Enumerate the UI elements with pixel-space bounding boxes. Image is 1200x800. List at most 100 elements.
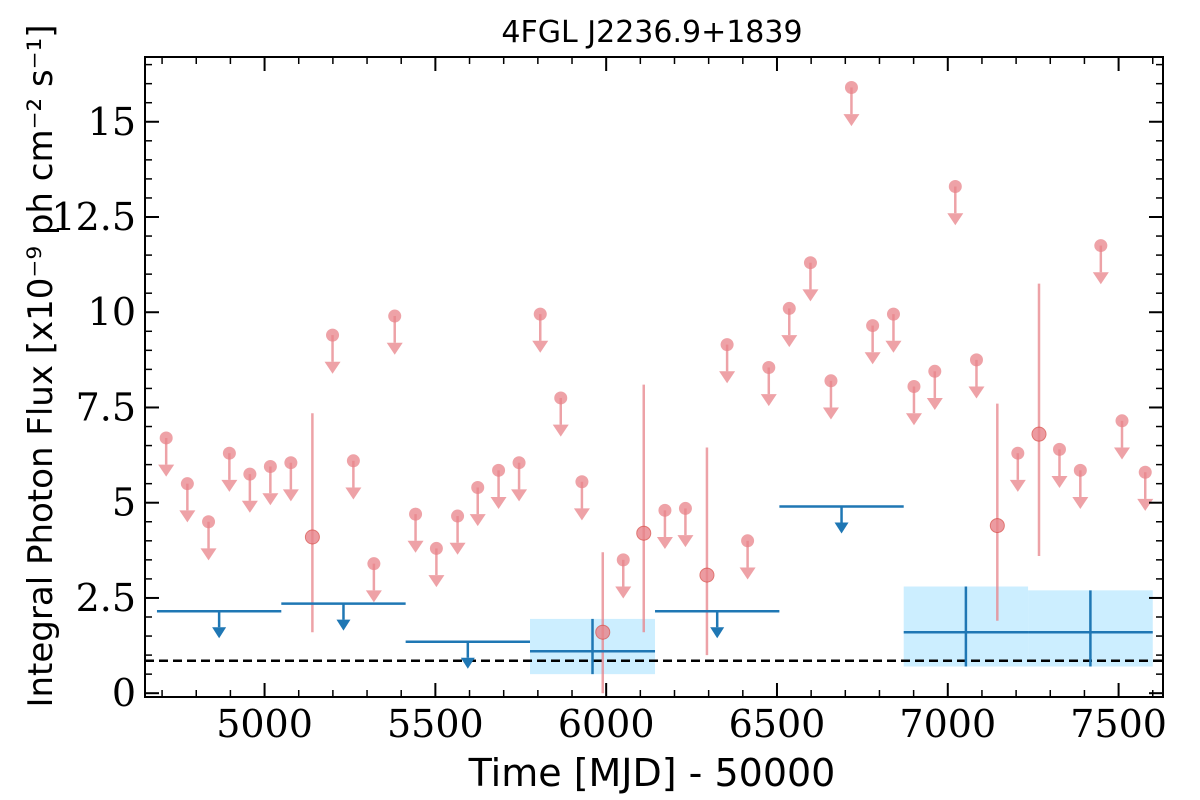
upper-limit-arrow (719, 371, 736, 384)
detection-point (595, 624, 611, 640)
x-tick-label: 6500 (729, 702, 826, 746)
upper-limit-arrow (179, 510, 196, 523)
axis-ticks (145, 57, 1163, 697)
upper-limit-point (429, 541, 443, 555)
upper-limit-point (741, 534, 755, 548)
upper-limit-point (886, 307, 900, 321)
upper-limit-arrow (158, 464, 175, 477)
upper-limit-arrow (345, 487, 362, 500)
upper-limit-point (803, 256, 817, 270)
upper-limit-arrow (864, 352, 881, 365)
upper-limit-arrow (677, 535, 694, 548)
upper-limit-arrow (428, 575, 445, 588)
coarse-upper-limit-arrow (460, 657, 475, 669)
upper-limit-arrow (843, 114, 860, 127)
upper-limit-arrow (615, 586, 632, 599)
upper-limit-arrow (1072, 497, 1089, 509)
coarse-upper-limit-arrow (212, 627, 227, 639)
upper-limit-arrow (407, 540, 424, 553)
y-axis-label: Integral Photon Flux [x10⁻⁹ ph cm⁻² s⁻¹] (21, 24, 61, 707)
upper-limit-arrow (1092, 272, 1109, 285)
y-tick-label: 0 (112, 671, 136, 715)
upper-limit-arrow (926, 397, 943, 410)
upper-limit-point (533, 307, 547, 321)
upper-limit-point (451, 509, 465, 523)
x-tick-labels: 5000 5500 6000 6500 7000 7500 (216, 702, 1167, 746)
chart-title: 4FGL J2236.9+1839 (501, 15, 802, 50)
upper-limit-arrow (760, 394, 777, 407)
upper-limit-arrow (573, 508, 590, 521)
x-axis-label: Time [MJD] - 50000 (468, 751, 836, 795)
upper-limit-point (1011, 446, 1025, 460)
y-tick-label: 5 (112, 481, 136, 525)
coarse-bin-series (156, 505, 1153, 675)
upper-limit-point (720, 338, 734, 352)
upper-limit-point (844, 80, 858, 94)
upper-limit-point (284, 456, 298, 470)
upper-limit-arrow (365, 590, 382, 603)
upper-limit-arrow (947, 213, 964, 226)
upper-limit-point (575, 475, 589, 489)
upper-limit-point (263, 460, 277, 474)
upper-limit-point (824, 374, 838, 388)
detection-point (1031, 426, 1047, 442)
y-tick-labels: 0 2.5 5 7.5 10 12.5 15 (51, 100, 136, 715)
upper-limit-arrow (968, 386, 985, 399)
upper-limit-point (1138, 465, 1152, 479)
upper-limit-point (1073, 463, 1087, 477)
upper-limit-point (782, 301, 796, 315)
upper-limit-arrow (386, 342, 403, 355)
y-tick-label: 7.5 (76, 385, 136, 429)
upper-limit-point (471, 480, 485, 494)
y-tick-label: 2.5 (76, 576, 136, 620)
upper-limit-point (388, 309, 402, 323)
upper-limit-point (346, 454, 360, 468)
detection-point (989, 518, 1005, 534)
upper-limit-point (222, 446, 236, 460)
upper-limit-point (1094, 239, 1108, 253)
plot-frame (144, 56, 1164, 698)
x-tick-label: 5000 (216, 702, 313, 746)
upper-limit-arrow (262, 493, 279, 506)
upper-limit-arrow (1114, 447, 1131, 460)
upper-limit-arrow (532, 340, 549, 353)
upper-limit-point (159, 431, 173, 445)
fine-bin-series (158, 80, 1154, 694)
upper-limit-arrow (781, 335, 798, 348)
upper-limit-point (658, 503, 672, 517)
upper-limit-point (907, 380, 921, 394)
upper-limit-arrow (511, 489, 528, 502)
upper-limit-point (928, 364, 942, 378)
upper-limit-arrow (885, 340, 902, 353)
upper-limit-point (326, 328, 340, 342)
upper-limit-point (616, 553, 630, 567)
upper-limit-point (409, 507, 423, 521)
y-tick-label: 15 (88, 100, 136, 144)
y-tick-label: 12.5 (51, 195, 136, 239)
upper-limit-point (554, 391, 568, 405)
upper-limit-arrow (469, 514, 486, 527)
coarse-upper-limit-arrow (834, 522, 849, 534)
upper-limit-point (1052, 442, 1066, 456)
upper-limit-arrow (221, 479, 238, 492)
upper-limit-point (678, 501, 692, 515)
upper-limit-arrow (905, 413, 922, 426)
upper-limit-point (866, 319, 880, 333)
upper-limit-arrow (552, 424, 569, 437)
x-tick-label: 7500 (1070, 702, 1167, 746)
upper-limit-arrow (1009, 479, 1026, 492)
upper-limit-point (243, 467, 257, 481)
coarse-upper-limit-arrow (336, 619, 351, 631)
upper-limit-arrow (739, 567, 756, 580)
y-tick-label: 10 (88, 290, 136, 334)
x-tick-label: 5500 (387, 702, 484, 746)
upper-limit-arrow (200, 548, 217, 561)
upper-limit-arrow (449, 542, 466, 555)
detection-point (304, 529, 320, 545)
upper-limit-arrow (241, 500, 258, 513)
upper-limit-point (762, 360, 776, 374)
upper-limit-arrow (490, 497, 507, 509)
upper-limit-point (202, 515, 216, 529)
upper-limit-arrow (324, 361, 341, 374)
